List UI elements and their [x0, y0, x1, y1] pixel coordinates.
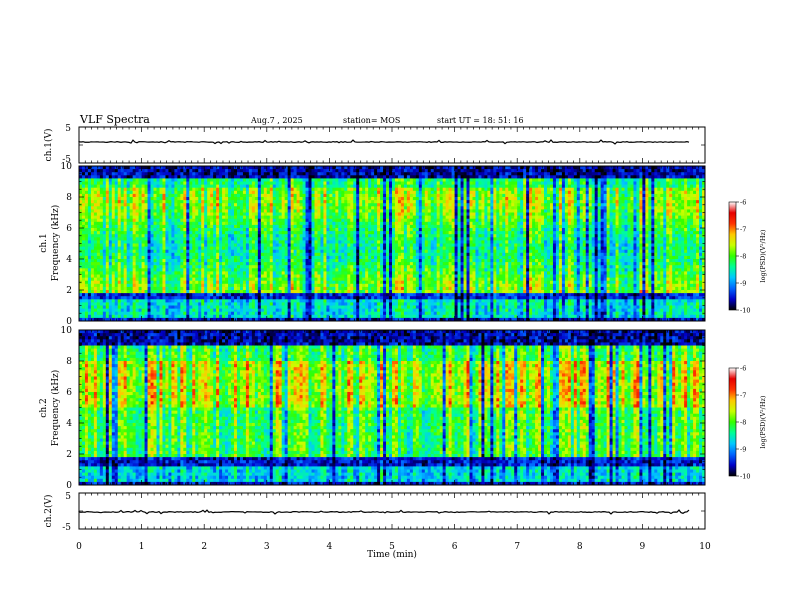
- frequency-tick-label: 4: [66, 419, 72, 429]
- ch2-spec-ylabel-frequency: Frequency (kHz): [50, 370, 61, 447]
- colorbar-tick-label: -10: [740, 473, 750, 481]
- frequency-tick-label: 0: [66, 317, 72, 327]
- ch2-spectrogram-panel: 0 2 4 6 8 10 ch.2 Frequency (kHz): [39, 326, 706, 491]
- time-tick-label: 9: [640, 542, 646, 552]
- colorbar-tick-label: -8: [740, 253, 746, 261]
- ch2-ytick-bottom: -5: [62, 523, 71, 533]
- date-label: Aug.7 , 2025: [250, 116, 303, 125]
- colorbar-tick-label: -8: [740, 419, 746, 427]
- time-tick-label: 3: [264, 542, 270, 552]
- time-tick-label: 7: [514, 542, 520, 552]
- ch1-spectrogram-panel: 0 2 4 6 8 10 ch.1 Frequency (kHz): [39, 162, 706, 327]
- colorbar-tick-label: -7: [740, 226, 746, 234]
- frequency-tick-label: 6: [66, 388, 72, 398]
- ch2-spectrogram-ticks: [78, 329, 706, 486]
- ch2-waveform-ylabel: ch.2(V): [43, 495, 54, 528]
- ch2-colorbar: -6 -7 -8 -9 -10 log(PSD)(V²/Hz): [728, 365, 767, 481]
- time-tick-label: 2: [201, 542, 207, 552]
- ch1-colorbar-label: log(PSD)(V²/Hz): [759, 229, 767, 282]
- ch1-ytick-top: 5: [65, 124, 71, 134]
- ch1-waveform-panel: 5 -5 ch.1(V): [43, 124, 706, 165]
- colorbar-tick-label: -9: [740, 446, 746, 454]
- ch2-ytick-top: 5: [65, 492, 71, 502]
- figure-title: VLF Spectra: [79, 113, 150, 126]
- colorbar-tick-label: -9: [740, 280, 746, 288]
- frequency-tick-label: 6: [66, 224, 72, 234]
- frequency-tick-label: 4: [66, 255, 72, 265]
- ch1-waveform-ylabel: ch.1(V): [43, 129, 54, 162]
- frequency-tick-label: 10: [61, 162, 73, 172]
- colorbar-tick-label: -10: [740, 307, 750, 315]
- ch2-frequency-tick-labels: 0 2 4 6 8 10: [61, 326, 73, 491]
- colorbar-tick-label: -6: [740, 199, 746, 207]
- ch1-frequency-tick-labels: 0 2 4 6 8 10: [61, 162, 73, 327]
- time-tick-label: 5: [389, 542, 395, 552]
- ch1-colorbar: -6 -7 -8 -9 -10 log(PSD)(V²/Hz): [728, 199, 767, 315]
- time-tick-label: 6: [452, 542, 458, 552]
- ch2-spec-ylabel-channel: ch.2: [39, 398, 49, 417]
- ch1-waveform-ticks: [78, 126, 706, 164]
- start-time-label: start UT = 18: 51: 16: [437, 116, 524, 125]
- frequency-tick-label: 2: [66, 286, 72, 296]
- ch2-waveform-ticks: [78, 492, 706, 530]
- ch2-waveform-panel: 5 -5 ch.2(V) 0 1 2 3 4 5 6 7 8 9 10 Time (min): [43, 492, 711, 560]
- ch1-spec-ylabel-frequency: Frequency (kHz): [50, 205, 61, 282]
- time-tick-label: 1: [139, 542, 145, 552]
- ch1-spectrogram-image: [79, 166, 706, 322]
- colorbar-tick-label: -6: [740, 365, 746, 373]
- ch2-colorbar-ticks: -6 -7 -8 -9 -10: [736, 365, 750, 481]
- frequency-tick-label: 2: [66, 450, 72, 460]
- time-tick-label: 4: [327, 542, 333, 552]
- ch1-ytick-bottom: -5: [62, 155, 71, 165]
- ch2-waveform-trace: [78, 509, 690, 515]
- ch1-spectrogram-ticks: [78, 165, 706, 322]
- colorbar-tick-label: -7: [740, 392, 746, 400]
- frequency-tick-label: 10: [61, 326, 73, 336]
- time-tick-label: 10: [699, 542, 711, 552]
- frequency-tick-label: 8: [66, 357, 72, 367]
- time-axis-label: Time (min): [367, 549, 417, 560]
- station-label: station= MOS: [343, 116, 400, 125]
- ch1-spec-ylabel-channel: ch.1: [39, 233, 49, 252]
- ch1-colorbar-ticks: -6 -7 -8 -9 -10: [736, 199, 750, 315]
- ch2-colorbar-label: log(PSD)(V²/Hz): [759, 395, 767, 448]
- time-tick-label: 8: [577, 542, 583, 552]
- time-tick-labels: 0 1 2 3 4 5 6 7 8 9 10: [76, 542, 711, 552]
- frequency-tick-label: 0: [66, 481, 72, 491]
- frequency-tick-label: 8: [66, 193, 72, 203]
- ch2-spectrogram-image: [79, 330, 706, 486]
- time-tick-label: 0: [76, 542, 82, 552]
- ch1-waveform-trace: [78, 139, 690, 145]
